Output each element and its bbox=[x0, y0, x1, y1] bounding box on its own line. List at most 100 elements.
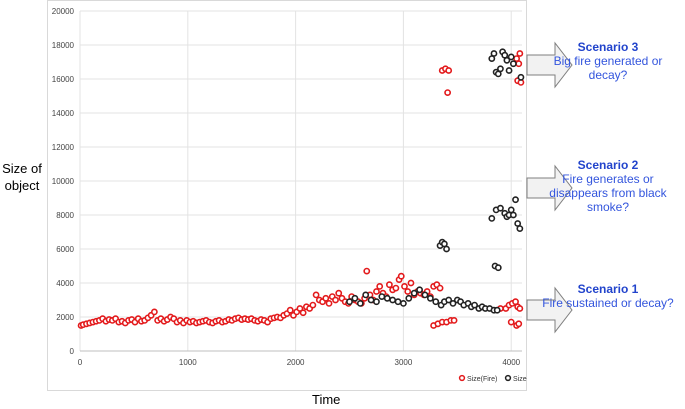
size-point bbox=[432, 298, 440, 306]
y-tick-label: 8000 bbox=[56, 211, 74, 220]
size-point bbox=[351, 294, 359, 302]
fire-size-point bbox=[445, 67, 453, 74]
size-point bbox=[378, 293, 386, 300]
fire-size-point bbox=[401, 282, 408, 290]
size-point bbox=[405, 294, 413, 302]
fire-size-point bbox=[363, 267, 371, 275]
fire-size-point bbox=[397, 272, 405, 280]
x-tick-label: 0 bbox=[78, 358, 83, 367]
size-point bbox=[497, 204, 504, 212]
legend-fire-label: Size(Fire) bbox=[467, 376, 497, 383]
size-point bbox=[493, 306, 501, 314]
size-point bbox=[445, 296, 453, 304]
scenario-1-text: Fire sustained or decay? bbox=[542, 296, 674, 310]
size-point bbox=[497, 65, 504, 73]
fire-size-point bbox=[309, 301, 317, 309]
scenario-1-title: Scenario 1 bbox=[577, 282, 639, 296]
fire-size-point bbox=[335, 289, 343, 297]
fire-size-point bbox=[373, 288, 380, 295]
fire-size-point bbox=[404, 288, 412, 295]
size-point bbox=[394, 298, 402, 306]
size-point bbox=[503, 56, 511, 64]
scenario-2-text: Fire generates or disappears from black … bbox=[549, 172, 667, 214]
size-point bbox=[373, 298, 380, 306]
size-point bbox=[362, 291, 370, 299]
y-tick-label: 10000 bbox=[52, 177, 75, 186]
fire-size-point bbox=[507, 318, 515, 326]
size-point bbox=[488, 214, 496, 222]
size-point bbox=[449, 299, 457, 307]
fire-size-point bbox=[332, 296, 339, 304]
size-point bbox=[490, 50, 498, 57]
legend: Size(Fire) Size bbox=[458, 374, 527, 383]
y-axis-label-line1: Size of bbox=[2, 161, 42, 176]
scenario-1-arrow bbox=[526, 286, 573, 334]
scenario-3-callout: Scenario 3 Big fire generated or decay? bbox=[534, 40, 682, 82]
fire-size-point bbox=[296, 305, 304, 312]
size-point bbox=[367, 296, 375, 304]
fire-size-point bbox=[286, 306, 294, 314]
scenario-1-callout: Scenario 1 Fire sustained or decay? bbox=[534, 282, 682, 310]
size-point bbox=[356, 299, 364, 307]
fire-size-point bbox=[407, 279, 415, 287]
scenario-3-arrow bbox=[526, 41, 573, 89]
fire-size-point bbox=[322, 294, 330, 302]
scenario-3-title: Scenario 3 bbox=[577, 40, 639, 54]
fire-size-point bbox=[299, 309, 307, 317]
legend-size-marker bbox=[504, 374, 512, 382]
x-tick-label: 1000 bbox=[179, 358, 197, 367]
size-point bbox=[426, 294, 434, 302]
y-axis-label: Size of object bbox=[2, 160, 42, 194]
size-point bbox=[516, 225, 524, 232]
data-points bbox=[77, 48, 525, 329]
callout-arrows bbox=[526, 41, 573, 334]
y-tick-label: 18000 bbox=[52, 41, 75, 50]
fire-size-point bbox=[516, 50, 524, 57]
fire-size-point bbox=[444, 89, 452, 96]
y-tick-label: 12000 bbox=[52, 143, 75, 152]
size-point bbox=[512, 196, 519, 204]
y-tick-label: 2000 bbox=[56, 313, 74, 322]
x-axis-label: Time bbox=[312, 392, 341, 407]
scenario-2-title: Scenario 2 bbox=[577, 158, 639, 172]
fire-size-point bbox=[515, 60, 523, 68]
size-point bbox=[494, 264, 502, 272]
size-point bbox=[383, 294, 391, 302]
y-tick-label: 0 bbox=[70, 347, 75, 356]
size-point bbox=[389, 296, 397, 304]
size-point bbox=[400, 299, 407, 307]
fire-size-point bbox=[450, 316, 458, 324]
legend-fire-marker bbox=[458, 374, 466, 382]
y-tick-label: 4000 bbox=[56, 279, 74, 288]
fire-size-point bbox=[516, 305, 524, 312]
legend-size-label: Size bbox=[513, 376, 527, 383]
fire-size-point bbox=[436, 284, 444, 292]
size-point bbox=[421, 291, 429, 299]
size-point bbox=[471, 301, 478, 309]
size-point bbox=[505, 67, 513, 74]
fire-size-point bbox=[515, 320, 523, 328]
x-tick-label: 3000 bbox=[395, 358, 413, 367]
x-tick-label: 2000 bbox=[287, 358, 305, 367]
size-point bbox=[507, 53, 515, 61]
fire-size-point bbox=[150, 308, 158, 316]
size-point bbox=[509, 211, 517, 219]
scenario-2-callout: Scenario 2 Fire generates or disappears … bbox=[534, 158, 682, 214]
size-point bbox=[410, 289, 418, 297]
y-axis-label-line2: object bbox=[4, 178, 40, 193]
y-tick-label: 20000 bbox=[52, 7, 75, 16]
size-point bbox=[517, 73, 525, 81]
fire-size-point bbox=[385, 281, 393, 289]
size-point bbox=[509, 60, 517, 68]
fire-size-point bbox=[325, 299, 333, 307]
size-point bbox=[346, 298, 353, 306]
y-axis-ticks: 0 2000 4000 6000 8000 10000 12000 14000 16000 180… bbox=[52, 7, 75, 356]
scenario-2-arrow bbox=[526, 164, 573, 212]
y-tick-label: 6000 bbox=[56, 245, 74, 254]
x-axis-ticks: 0 1000 2000 3000 4000 bbox=[78, 358, 521, 367]
y-tick-label: 14000 bbox=[52, 109, 75, 118]
x-tick-label: 4000 bbox=[502, 358, 520, 367]
size-point bbox=[416, 286, 423, 294]
size-point bbox=[443, 245, 450, 253]
